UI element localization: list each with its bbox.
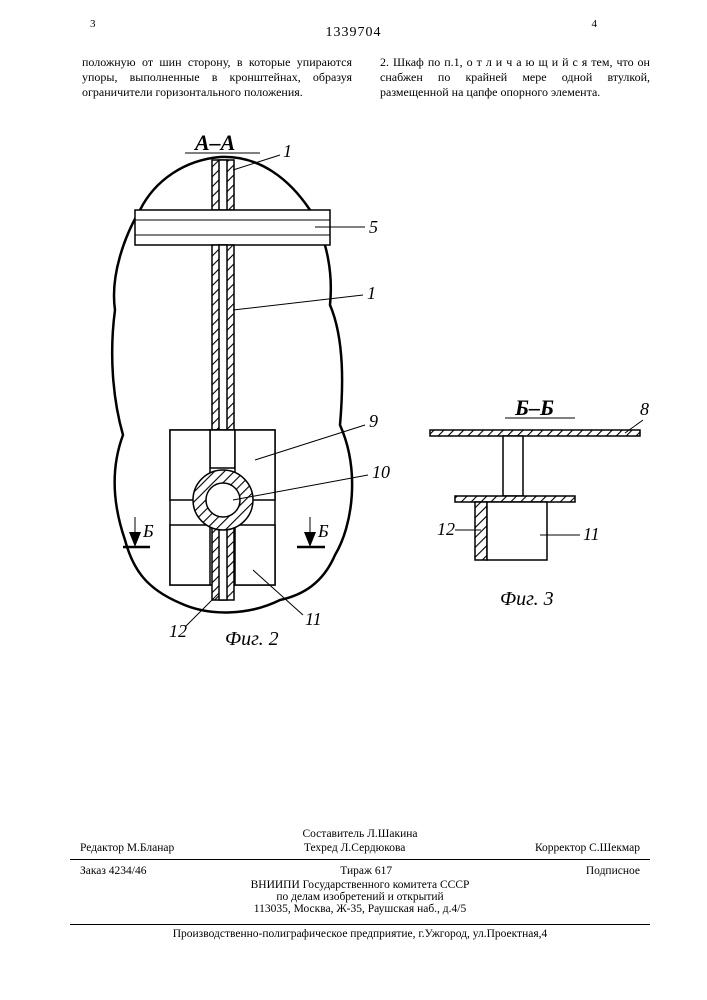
- section-aa-label: А–А: [193, 130, 235, 155]
- label-5: 5: [369, 217, 378, 237]
- org-line2: по делам изобретений и открытий: [70, 891, 650, 903]
- label-9: 9: [369, 411, 378, 431]
- claim2-pre: 2. Шкаф по п.1,: [380, 55, 467, 69]
- claim2-em: о т л и ч а ю щ и й с я: [467, 55, 588, 69]
- page-number-left: 3: [90, 18, 96, 30]
- label-10: 10: [372, 462, 390, 482]
- label-1-stem: 1: [367, 283, 376, 303]
- label-1-top: 1: [283, 141, 292, 161]
- fig3-caption: Фиг. 3: [500, 588, 554, 610]
- figures-svg: А–А Б Б 1 5 1 9 10: [85, 125, 650, 685]
- text-column-right: 2. Шкаф по п.1, о т л и ч а ю щ и й с я …: [380, 55, 650, 100]
- label-8: 8: [640, 399, 649, 419]
- section-b-left-label: Б: [142, 521, 154, 541]
- tech-editor: Техред Л.Сердюкова: [304, 842, 405, 854]
- label-11-right: 11: [583, 524, 600, 544]
- org-line1: ВНИИПИ Государственного комитета СССР: [70, 879, 650, 891]
- section-b-left-arrow: Б: [123, 517, 154, 547]
- label-11: 11: [305, 609, 322, 629]
- section-b-right-label: Б: [317, 521, 329, 541]
- org-addr: 113035, Москва, Ж-35, Раушская наб., д.4…: [70, 903, 650, 915]
- document-number: 1339704: [326, 25, 382, 41]
- section-bb-label: Б–Б: [514, 395, 554, 420]
- compiler: Составитель Л.Шакина: [70, 828, 650, 840]
- section-b-right-arrow: Б: [297, 517, 329, 547]
- fig2-caption: Фиг. 2: [225, 628, 279, 650]
- tirazh: Тираж 617: [340, 865, 392, 877]
- page-number-right: 4: [592, 18, 598, 30]
- colophon-block: Составитель Л.Шакина Редактор М.Бланар Т…: [70, 828, 650, 915]
- text-column-left: положную от шин сторону, в которые упира…: [82, 55, 352, 100]
- sign: Подписное: [586, 865, 640, 877]
- printer-line: Производственно-полиграфическое предприя…: [70, 924, 650, 940]
- editor: Редактор М.Бланар: [80, 842, 174, 854]
- corrector: Корректор С.Шекмар: [535, 842, 640, 854]
- order-no: Заказ 4234/46: [80, 865, 147, 877]
- label-12: 12: [169, 621, 187, 641]
- label-12-right: 12: [437, 519, 455, 539]
